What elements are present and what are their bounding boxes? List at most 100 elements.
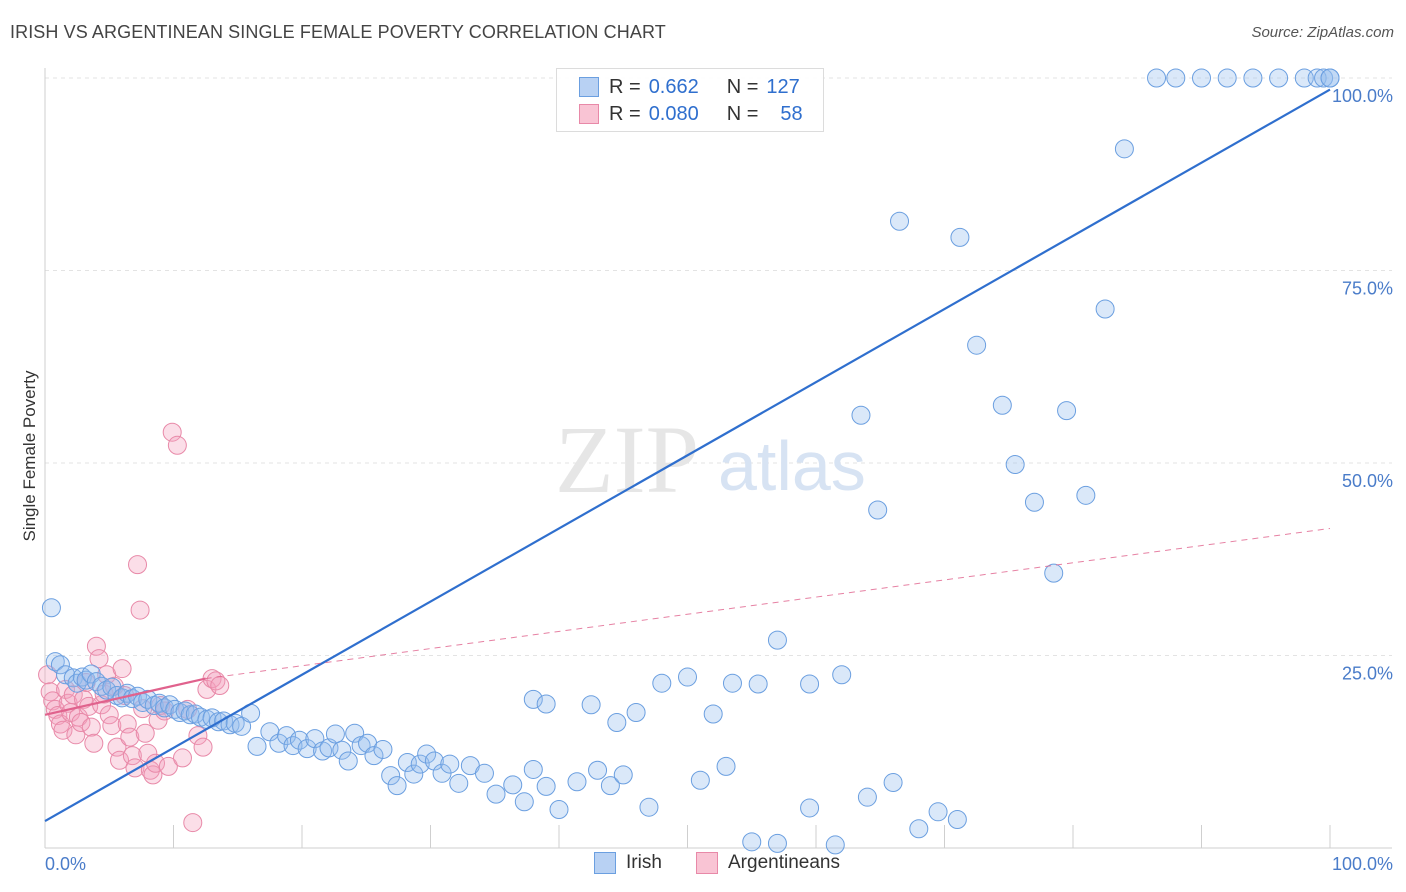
irish-point — [247, 736, 267, 756]
irish-point — [232, 716, 252, 736]
irish-trend-line — [44, 88, 1331, 823]
trend-lines — [44, 88, 1331, 823]
argentineans-point — [120, 727, 140, 747]
source-credit: Source: ZipAtlas.com — [1251, 24, 1394, 41]
legend-r-key: R = — [609, 102, 641, 125]
irish-point — [992, 395, 1012, 415]
legend-r-value: 0.662 — [648, 75, 699, 98]
irish-point — [97, 680, 117, 700]
irish-point — [742, 832, 762, 852]
irish-point — [1076, 485, 1096, 505]
irish-point — [890, 211, 910, 231]
argentineans-point — [167, 435, 187, 455]
irish-point — [928, 802, 948, 822]
irish-point — [269, 733, 289, 753]
irish-point — [857, 787, 877, 807]
legend-swatch-argentineans — [579, 104, 599, 124]
argentineans-point — [84, 733, 104, 753]
irish-point — [514, 792, 534, 812]
irish-point — [600, 776, 620, 796]
irish-point — [523, 759, 543, 779]
irish-point — [800, 798, 820, 818]
irish-point — [50, 655, 70, 675]
argentineans-point — [53, 720, 73, 740]
irish-point — [883, 773, 903, 793]
argentineans-point — [193, 737, 213, 757]
irish-point — [722, 673, 742, 693]
irish-point — [703, 704, 723, 724]
irish-points — [41, 68, 1340, 855]
irish-point — [92, 676, 112, 696]
irish-point — [503, 775, 523, 795]
irish-point — [474, 763, 494, 783]
argentineans-point — [158, 756, 178, 776]
series-legend: Irish Argentineans — [0, 852, 1406, 878]
series-legend-argentineans[interactable]: Argentineans — [696, 852, 840, 874]
irish-point — [523, 689, 543, 709]
argentineans-point — [89, 649, 109, 669]
irish-point — [440, 754, 460, 774]
y-tick-label: 75.0% — [1342, 279, 1393, 299]
argentineans-point — [81, 717, 101, 737]
correlation-legend: R = 0.662 N = 127 R = 0.080 N = 58 — [556, 68, 824, 132]
irish-point — [851, 405, 871, 425]
irish-point — [381, 766, 401, 786]
irish-point — [950, 227, 970, 247]
argentineans-point — [40, 682, 60, 702]
irish-point — [277, 726, 297, 746]
irish-point — [387, 776, 407, 796]
irish-point — [1192, 68, 1211, 88]
irish-point — [1044, 563, 1064, 583]
irish-point — [832, 665, 852, 685]
irish-point — [639, 797, 659, 817]
y-tick-label: 25.0% — [1342, 664, 1393, 684]
watermark-atlas: atlas — [718, 427, 866, 505]
series-label-irish: Irish — [626, 852, 662, 873]
grid-lines — [45, 77, 1392, 656]
legend-n-value: 127 — [766, 75, 800, 98]
irish-point — [449, 773, 469, 793]
irish-point — [1243, 68, 1263, 88]
legend-swatch-irish — [579, 77, 599, 97]
irish-point — [549, 800, 569, 819]
irish-point — [332, 740, 352, 760]
y-tick-label: 50.0% — [1342, 471, 1393, 491]
irish-point — [716, 756, 736, 776]
irish-point — [909, 819, 929, 839]
irish-point — [155, 698, 175, 718]
irish-point — [325, 724, 345, 744]
argentineans-point — [63, 685, 83, 705]
argentineans-point — [143, 765, 163, 785]
x-tick-label: 0.0% — [45, 854, 86, 874]
irish-point — [767, 630, 787, 650]
irish-point — [1005, 455, 1025, 475]
irish-point — [567, 772, 587, 792]
irish-point — [345, 723, 365, 743]
irish-point — [1057, 401, 1077, 421]
argentineans-point — [210, 676, 230, 696]
irish-point — [1314, 68, 1334, 88]
irish-point — [297, 739, 317, 759]
irish-point — [588, 760, 608, 780]
irish-point — [305, 729, 325, 749]
irish-point — [536, 694, 556, 714]
series-legend-irish[interactable]: Irish — [594, 852, 662, 874]
argentineans-point — [102, 716, 122, 736]
irish-point — [767, 833, 787, 853]
legend-n-value: 58 — [780, 102, 803, 125]
argentineans-point — [110, 750, 130, 770]
irish-point — [410, 754, 430, 774]
series-swatch-irish — [594, 852, 616, 874]
legend-r-value: 0.080 — [648, 102, 699, 125]
irish-point — [41, 598, 61, 618]
legend-n-key: N = — [726, 102, 759, 125]
argentineans-point — [112, 659, 132, 679]
irish-point — [690, 770, 710, 790]
legend-n-key: N = — [726, 75, 759, 98]
irish-point — [581, 695, 601, 715]
irish-point — [404, 764, 424, 784]
irish-point — [825, 835, 845, 855]
argentineans-point — [128, 555, 148, 575]
watermark: ZIP atlas — [555, 406, 866, 513]
